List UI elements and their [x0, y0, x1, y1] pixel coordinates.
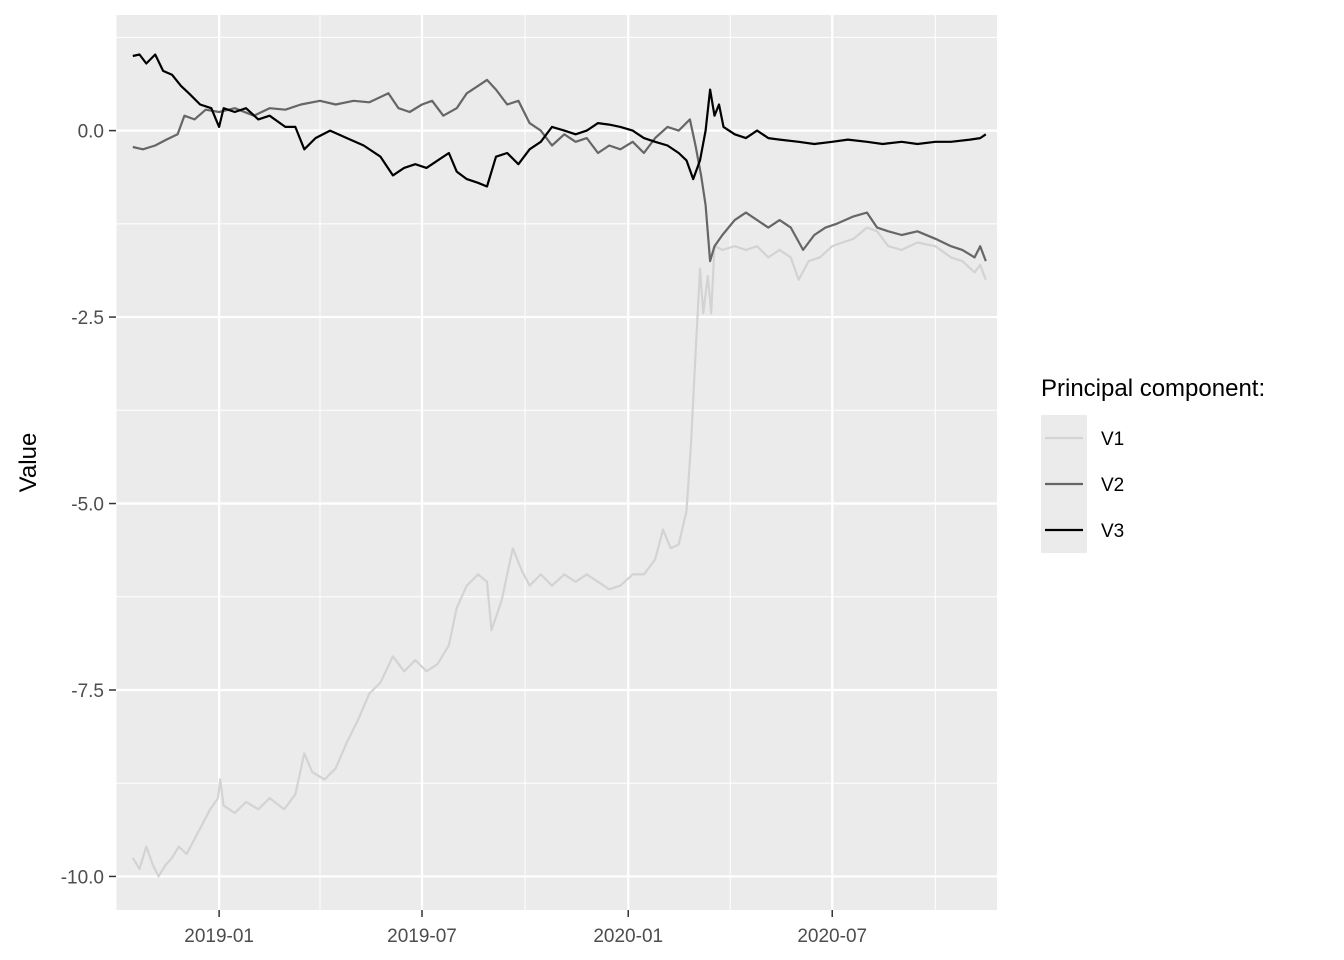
- y-tick-label: -10.0: [61, 867, 104, 888]
- minor-gridlines: [115, 15, 997, 910]
- legend-title: Principal component:: [1041, 375, 1265, 402]
- x-tick-label: 2020-07: [797, 926, 867, 947]
- y-tick-label: -5.0: [71, 495, 104, 516]
- series-lines: [131, 53, 987, 878]
- plot-panel: [116, 15, 997, 910]
- legend-label: V3: [1101, 521, 1124, 542]
- legend: Principal component: V1 V2 V3: [1041, 375, 1265, 553]
- x-tick-label: 2019-07: [387, 926, 457, 947]
- series-line-v1: [131, 226, 987, 878]
- series-line-v3: [132, 53, 987, 188]
- y-tick-label: -2.5: [71, 308, 104, 329]
- legend-label: V1: [1101, 429, 1124, 450]
- legend-items: V1 V2 V3: [1045, 429, 1124, 542]
- x-tick-label: 2019-01: [184, 926, 254, 947]
- y-tick-label: 0.0: [78, 122, 104, 143]
- y-axis-title: Value: [15, 433, 42, 493]
- y-axis: 0.0 -2.5 -5.0 -7.5 -10.0: [61, 122, 116, 888]
- series-line-v2: [132, 78, 987, 263]
- x-axis: 2019-01 2019-07 2020-01 2020-07: [184, 910, 867, 947]
- major-gridlines: [116, 15, 997, 910]
- y-tick-label: -7.5: [71, 681, 104, 702]
- legend-label: V2: [1101, 475, 1124, 496]
- x-tick-label: 2020-01: [593, 926, 663, 947]
